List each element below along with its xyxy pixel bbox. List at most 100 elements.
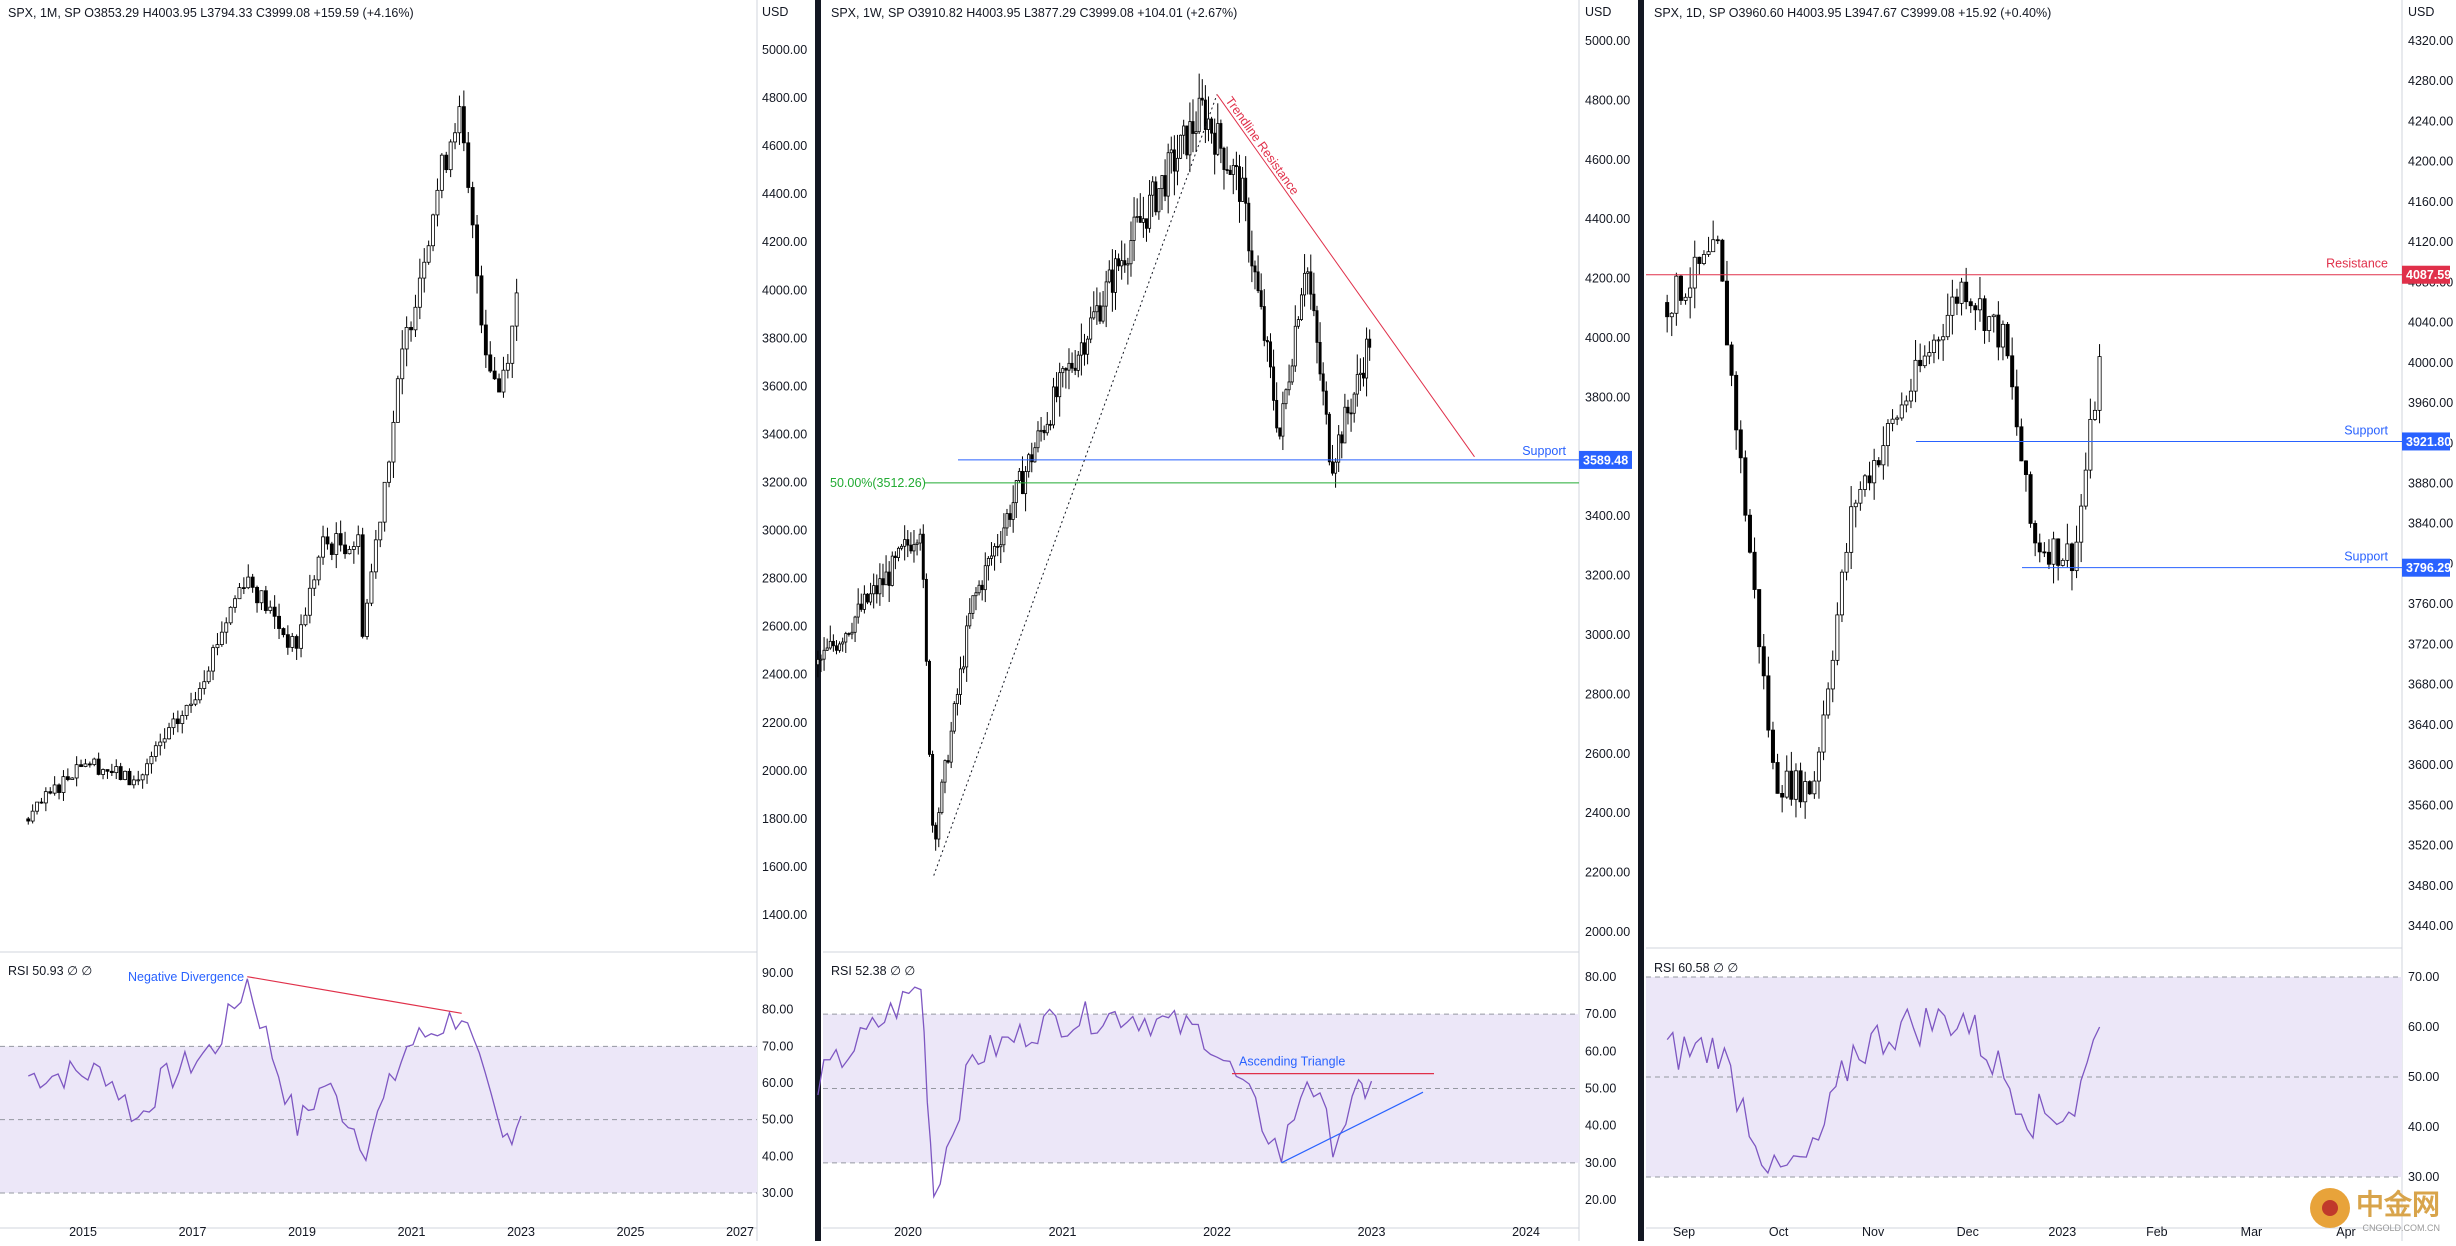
candle-body — [1030, 454, 1034, 463]
candle-body — [1312, 293, 1316, 312]
candle-body — [373, 539, 378, 573]
candle-body — [1237, 166, 1241, 202]
candle-body — [1885, 423, 1890, 447]
pane1-rsi-tick: 80.00 — [762, 1003, 793, 1017]
candle-body — [1954, 296, 1959, 304]
candle-body — [831, 640, 835, 647]
candle-body — [2092, 409, 2097, 420]
pane2-price-tick: 3200.00 — [1585, 569, 1630, 583]
candle-body — [365, 602, 369, 637]
candle-body — [865, 593, 869, 603]
candle-body — [958, 668, 962, 695]
candle-body — [26, 818, 31, 822]
candle-body — [219, 631, 224, 645]
candle-body — [1349, 412, 1353, 415]
pane1-rsi-line — [28, 978, 522, 1163]
candle-body — [360, 534, 365, 637]
candle-body — [1890, 418, 1895, 424]
candle-body — [294, 636, 299, 649]
candle-body — [1061, 368, 1065, 374]
candle-body — [1126, 263, 1130, 266]
candle-body — [250, 576, 255, 588]
support-label: Support — [1522, 444, 1566, 458]
candle-body — [1835, 614, 1840, 661]
pane1-time-tick: 2027 — [726, 1225, 754, 1239]
candle-body — [83, 763, 88, 767]
support1-label: Support — [2344, 423, 2388, 437]
pane1-title: SPX, 1M, SP O3853.29 H4003.95 L3794.33 C… — [8, 6, 414, 20]
candle-body — [1166, 152, 1170, 197]
pane2-rsi-tick: 40.00 — [1585, 1119, 1616, 1133]
candle-body — [263, 590, 268, 611]
candle-body — [1913, 359, 1918, 392]
candle-body — [962, 666, 966, 670]
candle-body — [1259, 290, 1263, 307]
candle-body — [1922, 355, 1927, 367]
divergence-line — [247, 976, 462, 1014]
candle-body — [869, 593, 873, 603]
divergence-label: Negative Divergence — [128, 970, 244, 984]
candle-body — [1284, 389, 1288, 405]
pane1-time-tick: 2025 — [617, 1225, 645, 1239]
candle-body — [1234, 165, 1238, 168]
candle-body — [968, 612, 972, 627]
candle-body — [1095, 305, 1099, 313]
candle-body — [153, 745, 158, 757]
pane3-rsi-tick: 70.00 — [2408, 970, 2439, 984]
pane1-price-tick: 3800.00 — [762, 331, 807, 345]
pane3-price-tick: 3600.00 — [2408, 758, 2453, 772]
candle-body — [1309, 271, 1313, 295]
pane2-rsi-tick: 70.00 — [1585, 1007, 1616, 1021]
candle-body — [57, 784, 61, 793]
candle-body — [65, 776, 70, 780]
candle-body — [1194, 131, 1198, 134]
candle-body — [1287, 381, 1291, 391]
candle-body — [890, 555, 894, 586]
candle-body — [461, 106, 466, 144]
candle-body — [931, 754, 935, 826]
candle-body — [307, 587, 312, 616]
candle-body — [1231, 165, 1235, 175]
candle-body — [382, 481, 387, 523]
candle-body — [118, 766, 123, 780]
candle-body — [1197, 97, 1201, 133]
candle-body — [356, 534, 361, 547]
candle-body — [1011, 502, 1015, 520]
pane3-price-tick: 3440.00 — [2408, 919, 2453, 933]
candle-body — [819, 658, 823, 661]
triangle-bottom-line — [1281, 1091, 1424, 1164]
candle-body — [1697, 256, 1702, 264]
candle-body — [1844, 551, 1849, 573]
candle-body — [488, 354, 493, 372]
candle-body — [1086, 338, 1090, 355]
candle-body — [1807, 781, 1812, 795]
candle-body — [1160, 175, 1164, 190]
candle-body — [39, 801, 44, 804]
pane1-price-tick: 2800.00 — [762, 572, 807, 586]
candle-body — [338, 533, 343, 546]
candle-body — [1098, 305, 1102, 322]
candle-body — [1324, 390, 1328, 415]
candle-body — [1872, 460, 1877, 484]
candle-body — [1343, 406, 1347, 444]
pane2-price-tick: 4600.00 — [1585, 153, 1630, 167]
candle-body — [859, 603, 863, 610]
candle-body — [2074, 541, 2079, 572]
pane2-price-tick: 5000.00 — [1585, 34, 1630, 48]
candle-body — [404, 327, 409, 350]
support2-label: Support — [2344, 550, 2388, 564]
candle-body — [136, 779, 141, 782]
candle-body — [1743, 457, 1748, 516]
candle-body — [927, 660, 931, 755]
candle-body — [1039, 429, 1043, 432]
pane2-time-tick: 2021 — [1049, 1225, 1077, 1239]
pane3-price-tick: 4320.00 — [2408, 34, 2453, 48]
pane3-time-tick: Oct — [1769, 1225, 1789, 1239]
candle-body — [1241, 177, 1245, 202]
candle-body — [1135, 216, 1139, 218]
candle-body — [1076, 354, 1080, 371]
pane1-price-tick: 1600.00 — [762, 860, 807, 874]
pane3-price-tick: 4280.00 — [2408, 74, 2453, 88]
candle-body — [1157, 188, 1161, 213]
